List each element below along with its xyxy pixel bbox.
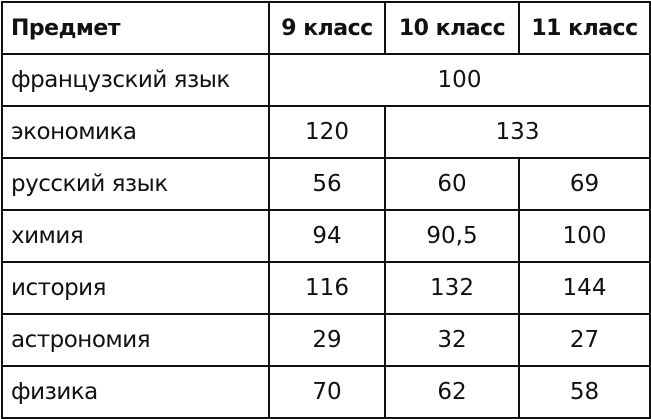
value-cell: 120: [268, 105, 386, 159]
table-row: французский язык 100: [1, 53, 651, 107]
header-grade-11: 11 класс: [518, 1, 651, 55]
subject-cell: химия: [1, 209, 270, 263]
value-cell: 100: [268, 53, 651, 107]
header-grade-9: 9 класс: [268, 1, 386, 55]
value-cell: 133: [384, 105, 651, 159]
value-cell: 27: [518, 313, 651, 367]
value-cell: 32: [384, 313, 520, 367]
value-cell: 100: [518, 209, 651, 263]
value-cell: 116: [268, 261, 386, 315]
value-cell: 144: [518, 261, 651, 315]
value-cell: 60: [384, 157, 520, 211]
table-row: химия 94 90,5 100: [1, 209, 651, 263]
value-cell: 29: [268, 313, 386, 367]
value-cell: 62: [384, 365, 520, 419]
header-row: Предмет 9 класс 10 класс 11 класс: [1, 1, 651, 55]
subject-cell: физика: [1, 365, 270, 419]
value-cell: 90,5: [384, 209, 520, 263]
value-cell: 58: [518, 365, 651, 419]
subject-cell: астрономия: [1, 313, 270, 367]
table-row: история 116 132 144: [1, 261, 651, 315]
value-cell: 56: [268, 157, 386, 211]
header-subject: Предмет: [1, 1, 270, 55]
subject-cell: французский язык: [1, 53, 270, 107]
value-cell: 132: [384, 261, 520, 315]
subject-cell: история: [1, 261, 270, 315]
table-row: астрономия 29 32 27: [1, 313, 651, 367]
value-cell: 69: [518, 157, 651, 211]
table-row: физика 70 62 58: [1, 365, 651, 419]
value-cell: 94: [268, 209, 386, 263]
table-row: русский язык 56 60 69: [1, 157, 651, 211]
header-grade-10: 10 класс: [384, 1, 520, 55]
subject-cell: русский язык: [1, 157, 270, 211]
value-cell: 70: [268, 365, 386, 419]
table-row: экономика 120 133: [1, 105, 651, 159]
subject-cell: экономика: [1, 105, 270, 159]
